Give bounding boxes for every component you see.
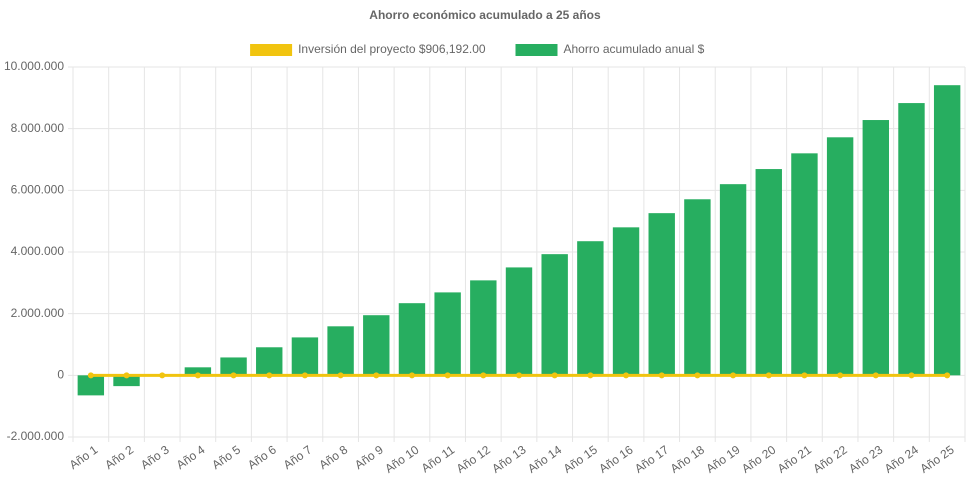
- x-tick-label: Año 10: [382, 442, 421, 475]
- x-tick-label: Año 11: [419, 442, 458, 475]
- line-point: [480, 372, 487, 379]
- line-point: [230, 372, 237, 379]
- x-tick-label: Año 16: [596, 442, 635, 475]
- x-tick-label: Año 12: [454, 442, 493, 475]
- line-point: [123, 372, 130, 379]
- line-point: [337, 372, 344, 379]
- x-tick-label: Año 6: [245, 442, 279, 472]
- x-tick-label: Año 23: [846, 442, 885, 475]
- x-tick-label: Año 21: [775, 442, 814, 475]
- bar: [113, 375, 140, 387]
- legend-swatch: [515, 44, 558, 56]
- bar: [220, 357, 247, 376]
- bar: [434, 292, 461, 376]
- x-tick-label: Año 14: [525, 442, 564, 475]
- y-tick-label: 6.000.000: [11, 183, 65, 197]
- x-tick-label: Año 22: [810, 442, 849, 475]
- line-point: [373, 372, 380, 379]
- x-tick-label: Año 7: [281, 442, 315, 472]
- line-point: [730, 372, 737, 379]
- chart-title: Ahorro económico acumulado a 25 años: [369, 8, 601, 22]
- line-point: [194, 372, 201, 379]
- bar: [755, 169, 782, 376]
- x-tick-label: Año 3: [138, 442, 172, 472]
- bar: [398, 303, 426, 376]
- x-tick-label: Año 9: [352, 442, 386, 472]
- line-point: [658, 372, 665, 379]
- bar: [862, 120, 890, 376]
- line-point: [872, 372, 879, 379]
- line-point: [623, 372, 630, 379]
- x-tick-label: Año 19: [703, 442, 742, 475]
- legend-label: Ahorro acumulado anual $: [564, 42, 705, 56]
- x-tick-label: Año 24: [882, 442, 921, 475]
- x-tick-label: Año 17: [632, 442, 671, 475]
- x-tick-label: Año 20: [739, 442, 778, 475]
- bar: [612, 227, 640, 376]
- x-tick-label: Año 18: [668, 442, 707, 475]
- bar: [577, 241, 604, 376]
- x-tick-label: Año 5: [209, 442, 243, 472]
- bar: [898, 103, 925, 376]
- line-point: [908, 372, 915, 379]
- line-point: [301, 372, 308, 379]
- legend-swatch: [250, 44, 293, 56]
- y-tick-label: 2.000.000: [11, 306, 65, 320]
- bar: [933, 85, 961, 376]
- bar: [327, 326, 354, 376]
- y-tick-label: 4.000.000: [11, 244, 65, 258]
- bar: [363, 315, 390, 376]
- bar: [541, 254, 568, 376]
- line-point: [408, 372, 415, 379]
- line-point: [266, 372, 273, 379]
- y-tick-label: 8.000.000: [11, 121, 65, 135]
- x-tick-label: Año 1: [67, 442, 101, 472]
- y-tick-label: 0: [57, 368, 64, 382]
- line-point: [694, 372, 701, 379]
- bar: [791, 153, 818, 376]
- line-point: [765, 372, 772, 379]
- bar: [291, 337, 319, 376]
- y-tick-label: -2.000.000: [7, 429, 65, 443]
- line-point: [444, 372, 451, 379]
- bar: [719, 184, 747, 376]
- bar: [77, 375, 105, 396]
- line-point: [87, 372, 94, 379]
- line-point: [516, 372, 522, 379]
- bar: [648, 213, 675, 376]
- line-point: [801, 372, 808, 379]
- bar: [256, 347, 283, 376]
- line-point: [159, 372, 166, 379]
- line-point: [587, 372, 594, 379]
- bar: [826, 137, 854, 376]
- x-tick-label: Año 15: [561, 442, 600, 475]
- bar: [505, 267, 533, 376]
- bar: [184, 367, 212, 376]
- line-point: [837, 372, 844, 379]
- y-tick-label: 10.000.000: [4, 59, 64, 73]
- x-tick-label: Año 25: [918, 442, 957, 475]
- line-point: [944, 372, 951, 379]
- x-tick-label: Año 13: [489, 442, 528, 475]
- legend-label: Inversión del proyecto $906,192.00: [298, 42, 486, 56]
- bar: [470, 280, 497, 376]
- x-tick-label: Año 4: [174, 442, 208, 472]
- x-tick-label: Año 8: [316, 442, 350, 472]
- line-point: [551, 372, 558, 379]
- x-tick-label: Año 2: [102, 442, 136, 472]
- bar: [684, 199, 711, 376]
